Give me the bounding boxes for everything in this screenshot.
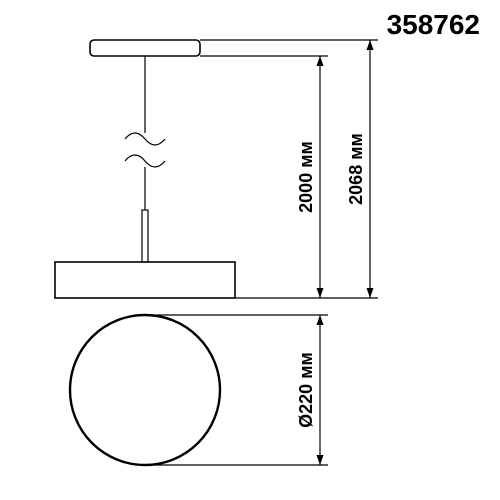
arrowhead — [317, 455, 324, 465]
arrowhead — [317, 288, 324, 298]
cable-break-mark — [125, 133, 165, 145]
shade-outline — [55, 262, 235, 298]
product-code: 358762 — [387, 9, 480, 40]
arrowhead — [317, 56, 324, 66]
cable-break-mark — [125, 155, 165, 167]
arrowhead — [367, 40, 374, 50]
canopy-outline — [90, 40, 200, 56]
rod-outline — [142, 210, 148, 262]
arrowhead — [367, 288, 374, 298]
arrowhead — [317, 315, 324, 325]
dim-total-height-label: 2068 мм — [346, 133, 366, 205]
plan-circle — [70, 315, 220, 465]
dim-diameter-label: Ø220 мм — [296, 352, 316, 428]
dim-cable-length-label: 2000 мм — [296, 141, 316, 213]
